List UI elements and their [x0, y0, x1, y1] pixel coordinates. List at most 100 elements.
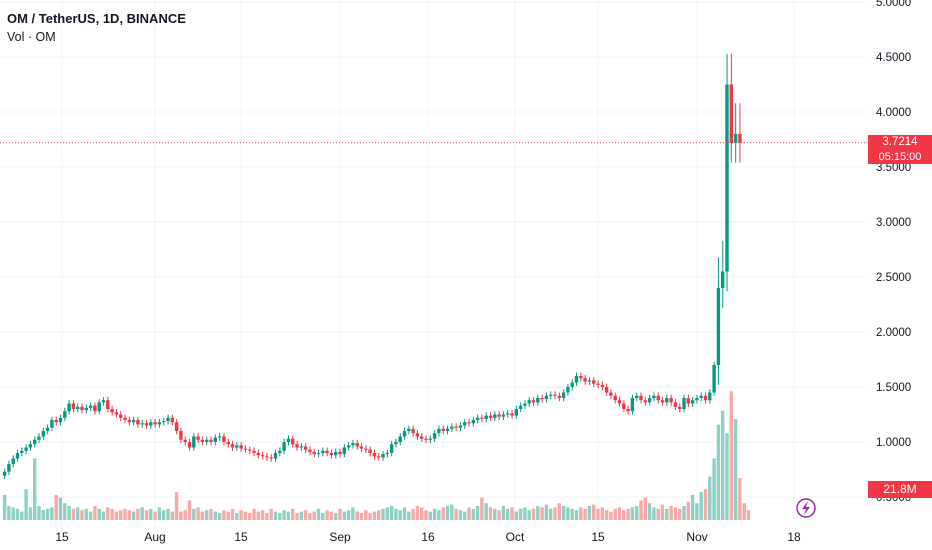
candle-body [63, 411, 67, 418]
volume-bar [222, 510, 226, 520]
candle-body [699, 395, 703, 398]
volume-bar [536, 506, 540, 520]
volume-bar [669, 506, 673, 520]
volume-bar [325, 510, 329, 520]
candle-body [269, 457, 273, 459]
volume-bar [278, 513, 282, 520]
volume-bar [497, 510, 501, 520]
volume-bar [656, 508, 660, 520]
candle-body [252, 450, 256, 453]
volume-bar [153, 511, 157, 520]
candle-body [394, 442, 398, 445]
volume-bar [37, 506, 41, 520]
price-axis-label: 3.5000 [876, 162, 911, 174]
candle-body [703, 395, 708, 401]
candle-body [54, 420, 58, 423]
candle-body [609, 392, 613, 396]
candle-body [162, 421, 166, 423]
candle-body [484, 415, 488, 419]
time-axis-label: 15 [55, 530, 69, 544]
volume-bar [338, 508, 342, 520]
candle-body [463, 422, 467, 426]
candle-body [622, 403, 626, 409]
candle-body [235, 445, 239, 448]
candle-body [733, 134, 738, 143]
candle-body [471, 420, 475, 424]
candle-body [273, 453, 278, 459]
volume-bar [527, 510, 531, 520]
time-axis-label: 15 [234, 530, 248, 544]
volume-bar [742, 503, 746, 520]
candle-body [299, 446, 303, 448]
volume-bar [626, 508, 630, 520]
volume-bar [127, 510, 131, 520]
price-axis-label: 5.0000 [876, 0, 911, 9]
volume-bar [58, 497, 63, 520]
volume-bar [308, 513, 312, 520]
volume-bar [540, 507, 544, 520]
candle-body [179, 431, 183, 440]
volume-bar [721, 410, 725, 520]
volume-bar [334, 513, 338, 520]
volume-bar [63, 503, 67, 520]
candle-body [45, 427, 50, 431]
candle-body [243, 448, 248, 450]
candle-body [205, 439, 209, 442]
candle-body [725, 84, 729, 272]
candle-body [342, 447, 346, 455]
candle-body [123, 417, 127, 420]
volume-bar [179, 511, 183, 520]
candle-body [153, 422, 157, 425]
volume-bar [635, 506, 639, 520]
candle-body [316, 453, 321, 455]
volume-bar [579, 507, 583, 520]
candle-body [372, 453, 377, 457]
price-axis-label: 2.5000 [876, 272, 911, 284]
volume-bar [256, 511, 260, 520]
volume-bar [630, 507, 635, 520]
candle-body [196, 436, 200, 440]
candle-body [24, 447, 28, 451]
volume-bar [24, 489, 28, 520]
volume-bar [162, 510, 166, 520]
volume-bar [488, 507, 493, 520]
volume-bar [282, 510, 286, 520]
volume-bar [729, 391, 733, 520]
volume-bar [7, 506, 11, 520]
volume-bar [467, 507, 471, 520]
candle-body [566, 387, 570, 393]
volume-bar [561, 506, 566, 520]
volume-bar [639, 500, 643, 520]
volume-bar [50, 507, 54, 520]
candle-body [656, 395, 660, 401]
volume-bar [80, 510, 84, 520]
lightning-icon[interactable] [796, 498, 816, 518]
volume-bar [359, 513, 364, 520]
candle-body [415, 433, 420, 437]
volume-bar [230, 508, 235, 520]
volume-bar [295, 513, 299, 520]
volume-bar [196, 507, 200, 520]
volume-bar [484, 503, 488, 520]
volume-bar [84, 508, 88, 520]
volume-bar [321, 513, 325, 520]
candle-body [561, 392, 566, 398]
candle-body [226, 442, 230, 445]
candle-body [639, 395, 643, 401]
volume-bar [33, 458, 37, 520]
candle-body [248, 449, 252, 451]
candle-body [265, 456, 269, 458]
candle-body [570, 382, 574, 387]
time-axis-label: 16 [421, 530, 435, 544]
volume-bar [432, 508, 437, 520]
volume-bar [471, 508, 475, 520]
candle-body [200, 439, 205, 442]
volume-bar [170, 511, 174, 520]
candle-body [686, 398, 690, 404]
volume-bar [514, 511, 518, 520]
volume-bar [463, 511, 467, 520]
volume-bar [144, 510, 149, 520]
candle-body [149, 422, 153, 426]
volume-bar [725, 433, 729, 520]
